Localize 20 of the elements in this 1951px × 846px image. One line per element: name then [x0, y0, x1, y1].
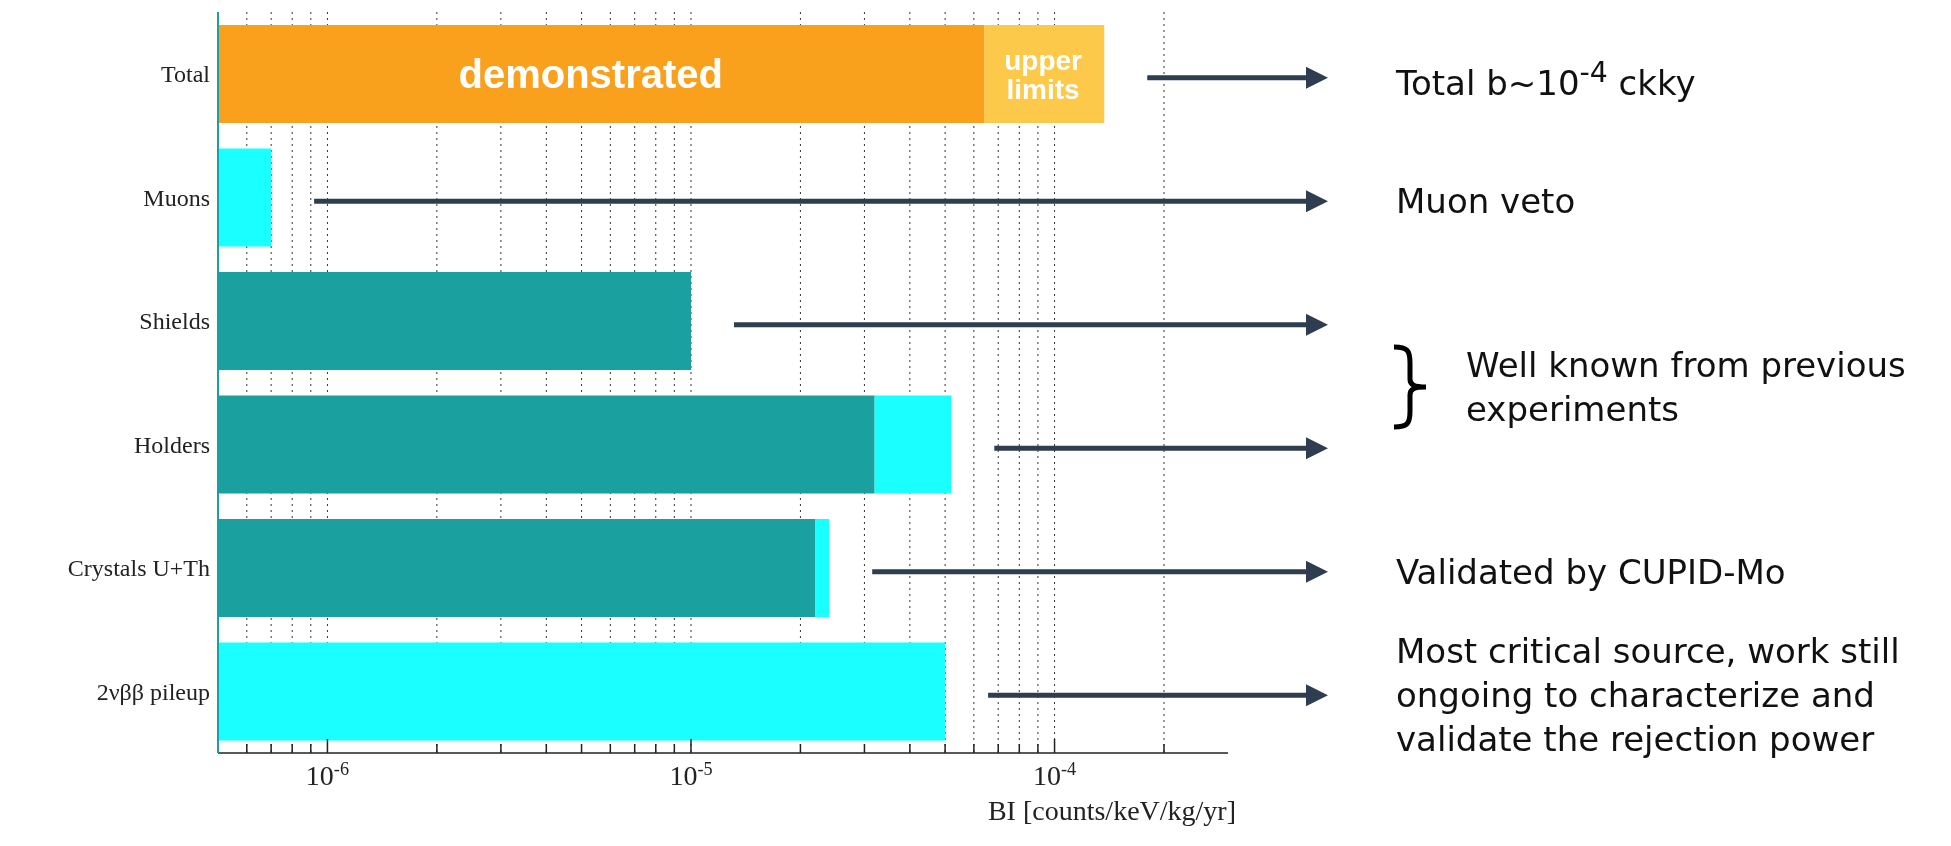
bar: [874, 395, 952, 494]
annotation: upper limits: [1004, 44, 1083, 105]
y-tick-label: Crystals U+Th: [67, 555, 210, 582]
text: Most critical source, work still ongoing to characterize and validate the rejection power: [1396, 630, 1901, 762]
x-tick-label: 10$^{-4}$: [1032, 759, 1077, 791]
y-tick-label: Muons: [143, 184, 210, 211]
y-tick-label: 2νββ pileup: [96, 678, 210, 705]
x-tick-label: 10$^{-5}$: [669, 759, 713, 791]
text: Validated by CUPID-Mo: [1396, 550, 1787, 594]
x-axis-title: BI [counts/keV/kg/yr]: [987, 795, 1236, 826]
annotation: demonstrated: [458, 51, 723, 96]
y-tick-label: Shields: [139, 308, 210, 335]
text: Total b~10$^{-4}$ ckky: [1396, 55, 1697, 105]
y-tick-label: Holders: [134, 431, 210, 458]
y-tick-label: Total: [161, 61, 211, 88]
bar: [815, 519, 830, 617]
bar: [218, 25, 985, 123]
text: Muon veto: [1396, 180, 1577, 224]
x-tick-label: 10$^{-6}$: [305, 759, 350, 791]
text: Well known from previous experiments: [1466, 343, 1907, 431]
